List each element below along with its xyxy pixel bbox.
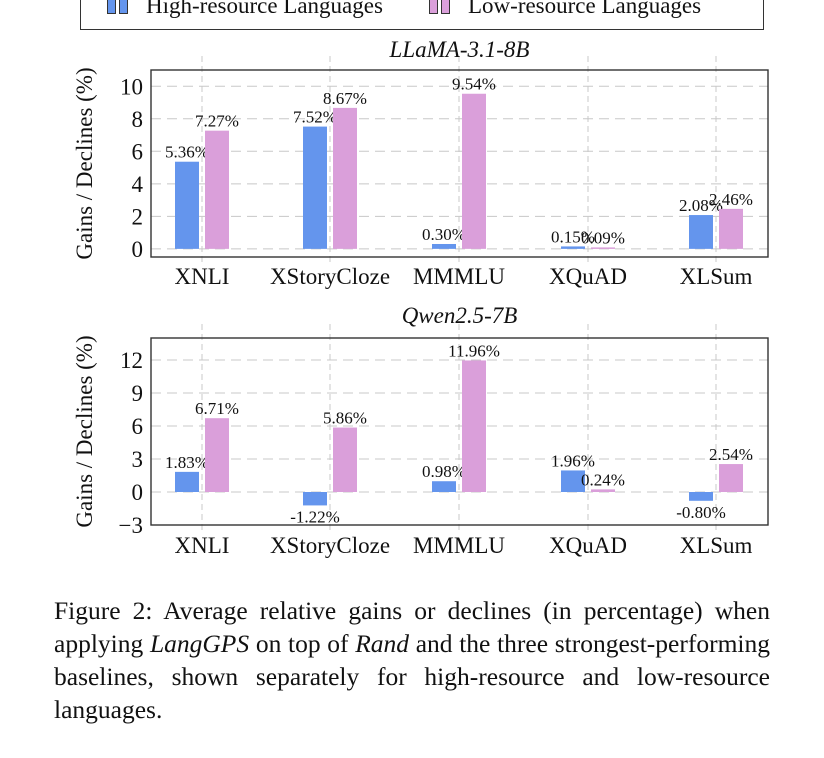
y-tick-label-llama: 4	[132, 172, 144, 197]
data-label-llama: 2.08%	[679, 196, 723, 215]
data-label-llama: 2.46%	[709, 190, 753, 209]
bar-qwen-low-xnli	[205, 418, 229, 492]
y-tick-label-llama: 10	[120, 74, 143, 99]
x-tick-label-qwen: XNLI	[175, 533, 230, 558]
x-tick-label-llama: MMMLU	[413, 264, 505, 289]
data-label-qwen: 2.54%	[709, 445, 753, 464]
caption-middle: on top of	[249, 629, 356, 658]
x-tick-label-llama: XNLI	[175, 264, 230, 289]
y-tick-label-qwen: 3	[132, 447, 144, 472]
legend-swatch-bar	[441, 0, 450, 14]
data-label-qwen: -1.22%	[290, 507, 340, 526]
x-tick-label-llama: XStoryCloze	[270, 264, 390, 289]
data-label-qwen: 1.96%	[551, 451, 595, 470]
y-tick-label-llama: 8	[132, 107, 144, 132]
bar-llama-high-xlsum	[689, 215, 713, 249]
data-label-qwen: -0.80%	[676, 503, 726, 522]
legend-swatch-bar	[119, 0, 128, 14]
figure-caption: Figure 2: Average relative gains or decl…	[54, 594, 770, 726]
x-tick-label-llama: XLSum	[680, 264, 753, 289]
bar-qwen-low-xstorycloze	[333, 427, 357, 492]
y-axis-label-qwen: Gains / Declines (%)	[72, 335, 97, 527]
plot-frame-llama	[150, 69, 769, 258]
y-tick-label-llama: 0	[132, 237, 144, 262]
y-tick-label-qwen: 0	[132, 480, 144, 505]
legend-swatch-bar	[107, 0, 116, 14]
data-label-llama: 0.30%	[422, 225, 466, 244]
y-tick-label-qwen: 6	[132, 414, 144, 439]
data-label-llama: 0.15%	[551, 227, 595, 246]
data-label-llama: 8.67%	[323, 89, 367, 108]
bar-llama-high-xstorycloze	[303, 126, 327, 249]
bar-qwen-high-xstorycloze	[303, 492, 327, 506]
legend-swatch-low-resource	[429, 0, 450, 14]
data-label-llama: 0.09%	[581, 228, 625, 247]
data-label-llama: 9.54%	[452, 75, 496, 94]
bar-qwen-low-mmmlu	[462, 360, 486, 492]
data-label-llama: 7.27%	[195, 112, 239, 131]
chart-title-qwen: Qwen2.5-7B	[402, 303, 518, 328]
data-label-qwen: 0.24%	[581, 470, 625, 489]
x-tick-label-llama: XQuAD	[549, 264, 627, 289]
figure-charts: 0 2 4 6 8 10 5.36% 7.52% 0.30% 0.15% 2.08% 7.27% 8.6…	[72, 37, 769, 558]
caption-method: LangGPS	[149, 629, 250, 658]
bar-llama-high-xquad	[561, 246, 585, 249]
x-tick-label-qwen: XLSum	[680, 533, 753, 558]
data-label-llama: 7.52%	[293, 108, 337, 127]
legend-swatch-high-resource	[107, 0, 128, 14]
bar-qwen-high-xlsum	[689, 492, 713, 501]
legend: High-resource Languages Low-resource Lan…	[80, 0, 764, 30]
data-label-qwen: 1.83%	[165, 453, 209, 472]
bar-llama-high-xnli	[175, 161, 199, 249]
caption-baseline: Rand	[355, 629, 410, 658]
caption-prefix: Figure 2: Average relative gains or decl…	[54, 596, 770, 658]
chart-title-llama: LLaMA-3.1-8B	[389, 37, 530, 62]
x-tick-label-qwen: XStoryCloze	[270, 533, 390, 558]
data-label-qwen: 6.71%	[195, 399, 239, 418]
y-tick-label-qwen: 12	[120, 348, 143, 373]
y-tick-label-llama: 2	[132, 204, 144, 229]
data-label-qwen: 0.98%	[422, 462, 466, 481]
y-tick-label-qwen: 9	[132, 381, 144, 406]
bar-qwen-high-mmmlu	[432, 481, 456, 492]
x-tick-label-qwen: XQuAD	[549, 533, 627, 558]
bar-qwen-high-xnli	[175, 471, 199, 492]
bar-qwen-high-xquad	[561, 470, 585, 492]
y-axis-label-llama: Gains / Declines (%)	[72, 67, 97, 259]
legend-label: Low-resource Languages	[468, 0, 702, 18]
bar-llama-high-mmmlu	[432, 243, 456, 249]
bar-llama-low-xnli	[205, 130, 229, 249]
bar-llama-low-xstorycloze	[333, 107, 357, 249]
bar-llama-low-xlsum	[719, 208, 743, 249]
data-label-qwen: 11.96%	[448, 341, 500, 360]
plot-frame-qwen	[150, 337, 769, 526]
legend-label: High-resource Languages	[146, 0, 383, 18]
legend-swatch-bar	[429, 0, 438, 14]
x-tick-label-qwen: MMMLU	[413, 533, 505, 558]
bar-qwen-low-xlsum	[719, 464, 743, 492]
y-tick-label-llama: 6	[132, 139, 144, 164]
bar-qwen-low-xquad	[591, 489, 615, 492]
data-label-llama: 5.36%	[165, 143, 209, 162]
legend-item-low-resource: Low-resource Languages	[429, 0, 701, 19]
caption-suffix: and the three strongest-performing basel…	[54, 629, 770, 724]
data-label-qwen: 5.86%	[323, 409, 367, 428]
bar-llama-low-xquad	[591, 247, 615, 249]
y-tick-label-qwen: −3	[119, 513, 143, 538]
bar-llama-low-mmmlu	[462, 93, 486, 249]
legend-item-high-resource: High-resource Languages	[107, 0, 383, 19]
